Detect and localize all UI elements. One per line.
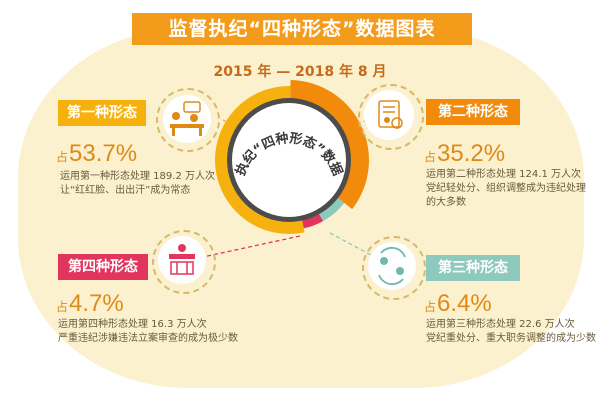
form4-percent-prefix: 占 <box>56 300 69 314</box>
exchange-people-icon <box>368 242 416 290</box>
form1-icon-ring <box>156 88 220 152</box>
donut-slice-1 <box>215 86 305 235</box>
form2-description: 运用第二种形态处理 124.1 万人次 党纪轻处分、组织调整成为违纪处理 的大多… <box>426 168 586 210</box>
period-subtitle: 2015 年 — 2018 年 8 月 <box>213 64 387 80</box>
form1-desc-line2: 让“红红脸、出出汗”成为常态 <box>60 185 191 196</box>
form1-percent-prefix: 占 <box>56 150 69 164</box>
form3-description: 运用第三种形态处理 22.6 万人次 党纪重处分、重大职务调整的成为少数 <box>426 318 596 346</box>
form2-icon-ring <box>358 84 424 150</box>
form3-desc-line1: 运用第三种形态处理 22.6 万人次 <box>426 319 575 330</box>
document-person-icon <box>364 90 414 140</box>
form3-percent-prefix: 占 <box>424 300 437 314</box>
form3-percent-value: 6.4% <box>437 290 492 317</box>
form2-percent: 占35.2% <box>424 140 505 168</box>
meeting-icon <box>163 95 211 143</box>
donut-slice-3 <box>318 196 345 222</box>
form2-desc-line3: 的大多数 <box>426 197 466 208</box>
donut-center <box>232 103 346 217</box>
form4-icon-ring <box>152 230 216 294</box>
form1-desc-line1: 运用第一种形态处理 189.2 万人次 <box>60 171 215 182</box>
form4-desc-line1: 运用第四种形态处理 16.3 万人次 <box>58 319 207 330</box>
form1-percent-value: 53.7% <box>69 140 138 167</box>
form3-label: 第三种形态 <box>426 255 520 281</box>
donut-slice-2 <box>290 80 369 210</box>
form4-label: 第四种形态 <box>58 254 148 280</box>
form2-percent-prefix: 占 <box>424 150 437 164</box>
form1-description: 运用第一种形态处理 189.2 万人次 让“红红脸、出出汗”成为常态 <box>60 170 215 198</box>
page-title: 监督执纪“四种形态”数据图表 <box>132 13 472 45</box>
form2-percent-value: 35.2% <box>437 140 506 167</box>
form4-percent-value: 4.7% <box>69 290 124 317</box>
form4-percent: 占4.7% <box>56 290 124 318</box>
form2-desc-line2: 党纪轻处分、组织调整成为违纪处理 <box>426 183 586 194</box>
form3-desc-line2: 党纪重处分、重大职务调整的成为少数 <box>426 333 596 344</box>
form4-desc-line2: 严重违纪涉嫌违法立案审查的成为极少数 <box>58 333 238 344</box>
form2-desc-line1: 运用第二种形态处理 124.1 万人次 <box>426 169 581 180</box>
form1-label: 第一种形态 <box>58 100 146 126</box>
form3-icon-ring <box>362 236 426 300</box>
courtroom-icon <box>158 236 206 284</box>
form4-description: 运用第四种形态处理 16.3 万人次 严重违纪涉嫌违法立案审查的成为极少数 <box>58 318 238 346</box>
form1-percent: 占53.7% <box>56 140 137 168</box>
form3-percent: 占6.4% <box>424 290 492 318</box>
form2-label: 第二种形态 <box>426 99 520 125</box>
donut-slice-4 <box>301 212 324 229</box>
